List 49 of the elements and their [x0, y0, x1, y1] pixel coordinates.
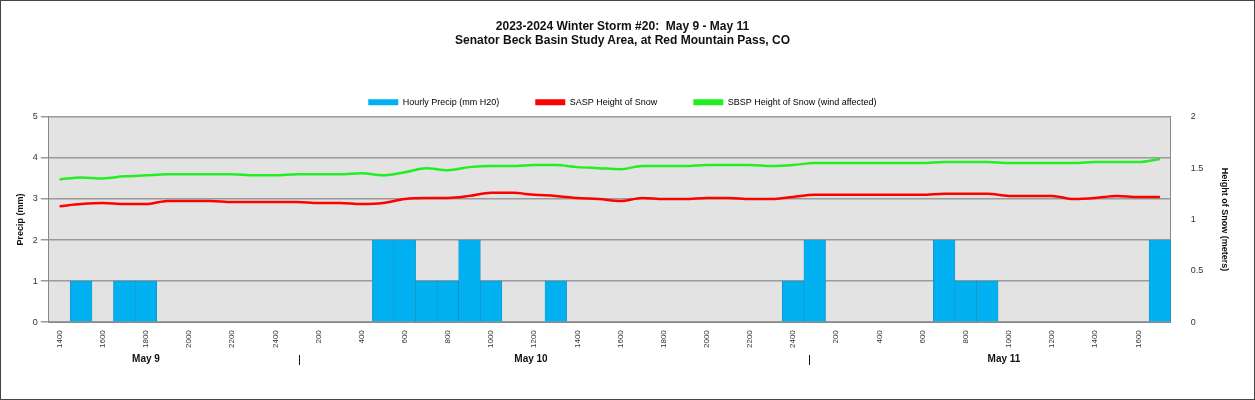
x-tick-label: 1800 [141, 329, 151, 348]
x-tick-label: 600 [399, 329, 409, 344]
x-tick-label: 400 [356, 329, 366, 344]
legend-label: SBSP Height of Snow (wind affected) [727, 96, 877, 107]
x-tick-label: 1000 [486, 329, 496, 348]
y-tick-label: 1 [32, 275, 38, 286]
x-tick-label: 1400 [1090, 329, 1100, 348]
x-tick-label: 2200 [745, 329, 755, 348]
chart-title: 2023-2024 Winter Storm #20: May 9 - May 11 [495, 18, 750, 33]
x-tick-label: 1600 [97, 329, 107, 348]
y2-tick-label: 1.5 [1190, 162, 1204, 173]
x-tick-label: 1200 [1047, 329, 1057, 348]
x-tick-label: 400 [874, 329, 884, 344]
text: May 10 [514, 353, 548, 364]
y2-tick-label: 0.5 [1190, 265, 1204, 276]
x-tick-label: 1200 [529, 329, 539, 348]
y2-axis-title: Height of Snow (meters) [1220, 167, 1231, 272]
x-tick-label: 2000 [702, 329, 712, 348]
y2-tick-label: 1 [1190, 213, 1196, 224]
x-tick-label: 200 [831, 329, 841, 344]
text: May 11 [987, 353, 1021, 364]
legend-label: Hourly Precip (mm H20) [402, 96, 500, 107]
x-tick-label: 200 [313, 329, 323, 344]
line-series [58, 157, 1162, 181]
x-tick-label: 2400 [270, 329, 280, 348]
x-tick-label: 600 [917, 329, 927, 344]
y2-tick-label: 0 [1190, 316, 1196, 327]
x-tick-label: 800 [960, 329, 970, 344]
y-tick-label: 4 [32, 152, 38, 163]
x-tick-label: 1400 [572, 329, 582, 348]
line-series [58, 191, 1162, 208]
y-tick-label: 3 [32, 193, 38, 204]
x-tick-label: 1600 [615, 329, 625, 348]
y-tick-label: 5 [32, 111, 38, 122]
y-axis-title: Precip (mm) [14, 193, 25, 246]
x-tick-label: 2400 [788, 329, 798, 348]
y-tick-label: 2 [32, 234, 38, 245]
chart-subtitle: Senator Beck Basin Study Area, at Red Mountain Pass, CO [455, 32, 790, 47]
legend-label: SASP Height of Snow [569, 96, 658, 107]
y2-tick-label: 2 [1190, 111, 1196, 122]
x-tick-label: 1400 [54, 329, 64, 348]
y-tick-label: 0 [32, 316, 38, 327]
x-tick-label: 1800 [658, 329, 668, 348]
x-tick-label: 1600 [1133, 329, 1143, 348]
x-tick-label: 2200 [227, 329, 237, 348]
x-tick-label: 1000 [1004, 329, 1014, 348]
x-tick-label: 800 [443, 329, 453, 344]
text: May 9 [132, 353, 160, 364]
x-tick-label: 2000 [184, 329, 194, 348]
